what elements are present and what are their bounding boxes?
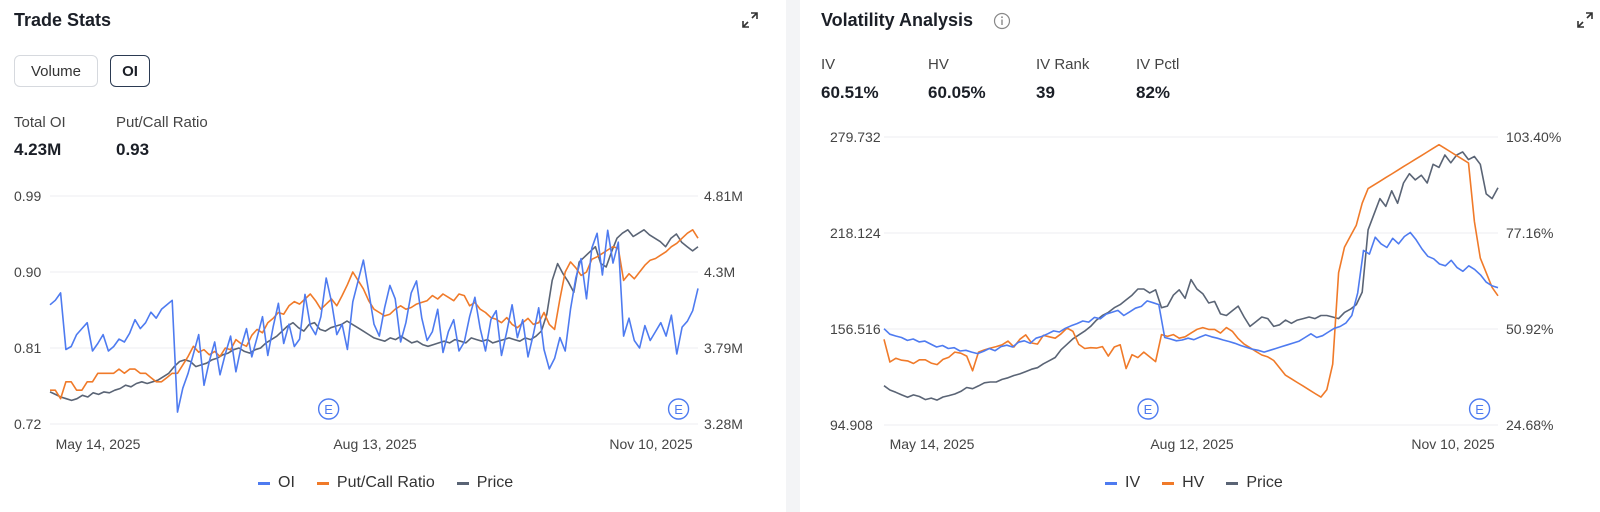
series-line-hv — [883, 143, 1499, 398]
series-line-oi — [49, 229, 699, 413]
y-left-tick-label: 279.732 — [830, 129, 881, 145]
legend-swatch — [258, 481, 270, 485]
legend-label: HV — [1182, 474, 1205, 491]
y-right-tick-label: 103.40% — [1506, 129, 1561, 145]
y-right-tick-label: 3.28M — [704, 416, 743, 432]
earnings-marker[interactable]: E — [1468, 398, 1491, 420]
legend-swatch — [316, 481, 329, 485]
legend-item-price[interactable]: Price — [456, 474, 514, 492]
y-right-tick-label: 4.3M — [704, 264, 735, 280]
total-oi-value: 4.23M — [14, 140, 62, 159]
series-line-price — [883, 151, 1499, 401]
y-left-tick-label: 156.516 — [830, 321, 881, 337]
earnings-marker[interactable]: E — [317, 398, 340, 420]
y-left-tick-label: 218.124 — [830, 225, 881, 241]
series-line-put-call-ratio — [50, 229, 699, 400]
trade-stats-legend: OI Put/Call Ratio Price — [258, 474, 513, 492]
y-left-tick-label: 0.81 — [14, 340, 41, 356]
svg-text:E: E — [674, 402, 683, 417]
iv-pctl-value: 82% — [1136, 83, 1171, 102]
iv-label: IV — [821, 56, 836, 73]
hv-label: HV — [928, 56, 949, 73]
iv-rank-label: IV Rank — [1036, 56, 1090, 73]
legend-swatch — [1226, 481, 1239, 485]
x-tick-label: Aug 12, 2025 — [1150, 436, 1234, 452]
put-call-ratio-label: Put/Call Ratio — [116, 114, 208, 131]
legend-item-put-call-ratio[interactable]: Put/Call Ratio — [316, 474, 435, 492]
legend-label: Price — [1246, 474, 1283, 491]
volatility-chart: 279.732 103.40% 218.124 77.16% 156.516 50.92%… — [830, 129, 1561, 452]
oi-toggle[interactable]: OI — [110, 55, 150, 87]
legend-item-iv[interactable]: IV — [1105, 474, 1140, 492]
y-left-tick-label: 0.99 — [14, 188, 41, 204]
volume-toggle[interactable]: Volume — [14, 55, 98, 87]
legend-swatch — [1162, 481, 1175, 485]
svg-text:E: E — [1144, 402, 1153, 417]
iv-rank-value: 39 — [1036, 83, 1055, 102]
legend-label: Put/Call Ratio — [336, 474, 435, 491]
volatility-legend: IV HV Price — [1105, 474, 1283, 492]
legend-label: IV — [1125, 474, 1141, 491]
earnings-marker[interactable]: E — [667, 398, 690, 420]
y-right-tick-label: 24.68% — [1506, 417, 1553, 433]
put-call-ratio-value: 0.93 — [116, 140, 150, 159]
legend-label: Price — [476, 474, 514, 491]
y-right-tick-label: 50.92% — [1506, 321, 1553, 337]
volatility-panel: Volatility Analysis IV 60.51% HV 60.05% … — [800, 0, 1600, 512]
earnings-marker[interactable]: E — [1137, 398, 1159, 420]
iv-pctl-label: IV Pctl — [1136, 56, 1180, 73]
y-right-tick-label: 77.16% — [1506, 225, 1553, 241]
legend-item-hv[interactable]: HV — [1162, 474, 1204, 492]
x-tick-label: Aug 13, 2025 — [333, 436, 417, 452]
trade-stats-chart: 0.99 4.81M 0.90 4.3M 0.81 3.79M 0.72 3.28M May 1… — [14, 188, 743, 452]
x-tick-label: Nov 10, 2025 — [609, 436, 692, 452]
total-oi-label: Total OI — [14, 114, 66, 131]
svg-text:E: E — [324, 402, 333, 417]
x-tick-label: May 14, 2025 — [890, 436, 975, 452]
trade-stats-panel: Trade Stats Volume OI Total OI 4.23M Put… — [0, 0, 786, 512]
panel-divider — [786, 0, 800, 512]
y-left-tick-label: 0.72 — [14, 416, 41, 432]
legend-swatch — [1105, 481, 1117, 485]
y-right-tick-label: 4.81M — [704, 188, 743, 204]
legend-swatch — [456, 481, 469, 485]
expand-icon[interactable] — [740, 10, 760, 30]
trade-stats-title: Trade Stats — [14, 10, 112, 30]
series-line-price — [49, 229, 699, 402]
iv-value: 60.51% — [821, 83, 879, 102]
legend-item-oi[interactable]: OI — [258, 474, 295, 492]
x-tick-label: May 14, 2025 — [56, 436, 141, 452]
y-right-tick-label: 3.79M — [704, 340, 743, 356]
series-line-iv — [883, 231, 1499, 355]
expand-icon[interactable] — [1575, 10, 1595, 30]
x-tick-label: Nov 10, 2025 — [1411, 436, 1494, 452]
svg-text:E: E — [1475, 402, 1484, 417]
y-left-tick-label: 94.908 — [830, 417, 873, 433]
legend-label: OI — [278, 474, 295, 491]
y-left-tick-label: 0.90 — [14, 264, 41, 280]
legend-item-price[interactable]: Price — [1226, 474, 1283, 492]
volatility-title: Volatility Analysis — [821, 10, 974, 30]
hv-value: 60.05% — [928, 83, 986, 102]
info-icon[interactable] — [993, 12, 1011, 30]
